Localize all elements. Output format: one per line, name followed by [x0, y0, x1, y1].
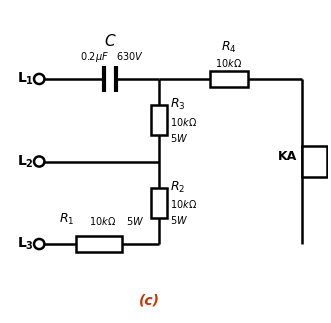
Bar [151, 105, 167, 135]
Circle shape [34, 74, 44, 84]
Text: $\it{R_1}$: $\it{R_1}$ [59, 212, 74, 226]
Bar [76, 236, 121, 252]
Bar [210, 71, 248, 87]
Text: $\it{R_3}$: $\it{R_3}$ [170, 97, 186, 112]
Text: $10k\Omega$: $10k\Omega$ [215, 57, 243, 69]
Text: $10k\Omega$: $10k\Omega$ [170, 198, 197, 210]
Text: $\mathbf{L_1}$: $\mathbf{L_1}$ [17, 71, 34, 87]
Text: $10k\Omega$: $10k\Omega$ [170, 116, 197, 128]
Text: (c): (c) [139, 294, 160, 307]
Text: $5W$: $5W$ [125, 214, 144, 226]
Bar [151, 188, 167, 218]
Text: $\it{R_4}$: $\it{R_4}$ [221, 40, 237, 55]
Text: $5W$: $5W$ [170, 214, 188, 226]
Text: $0.2\mu F$   $630V$: $0.2\mu F$ $630V$ [80, 50, 144, 64]
Text: $\it{R_2}$: $\it{R_2}$ [170, 180, 185, 195]
Circle shape [34, 156, 44, 167]
Text: $\mathbf{L_2}$: $\mathbf{L_2}$ [17, 153, 34, 170]
Text: $\mathbf{L_3}$: $\mathbf{L_3}$ [17, 236, 34, 252]
Text: KA: KA [278, 150, 297, 163]
Text: $10k\Omega$: $10k\Omega$ [88, 214, 116, 226]
Text: $\it{C}$: $\it{C}$ [104, 33, 117, 49]
Circle shape [34, 239, 44, 249]
Bar [302, 146, 327, 177]
Text: $5W$: $5W$ [170, 132, 188, 144]
